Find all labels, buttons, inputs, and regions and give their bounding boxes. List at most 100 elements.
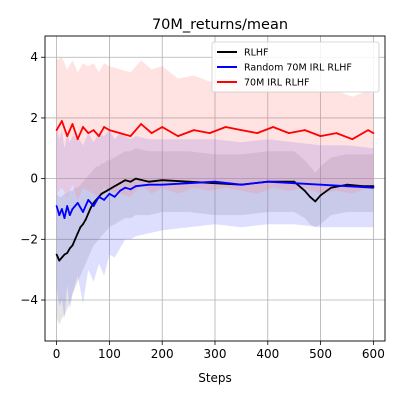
70m-irl-rlhf-point	[76, 138, 79, 141]
random-70m-irl-rlhf-point	[108, 192, 111, 195]
x-tick-label: 300	[204, 347, 227, 361]
70m-irl-rlhf-point	[372, 132, 375, 135]
70m-irl-rlhf-point	[303, 129, 306, 132]
rlhf-point	[119, 182, 121, 185]
70m-irl-rlhf-point	[119, 132, 121, 135]
70m-irl-rlhf-point	[82, 126, 84, 128]
rlhf-point	[92, 202, 95, 204]
70m-irl-rlhf-point	[108, 129, 111, 132]
random-70m-irl-rlhf-point	[134, 185, 137, 188]
70m-irl-rlhf-point	[103, 126, 105, 128]
x-tick-label: 200	[151, 347, 174, 361]
y-tick-label: 4	[30, 50, 38, 64]
rlhf-point	[103, 191, 105, 194]
70m-irl-rlhf-point	[208, 132, 211, 135]
y-tick-label: −2	[20, 232, 38, 246]
70m-irl-rlhf-point	[55, 129, 58, 132]
random-70m-irl-rlhf-point	[372, 186, 375, 189]
x-tick-label: 500	[309, 347, 332, 361]
rlhf-point	[79, 226, 82, 229]
70m-irl-rlhf-point	[150, 132, 153, 135]
random-70m-irl-rlhf-point	[71, 208, 74, 210]
random-70m-irl-rlhf-point	[55, 205, 58, 207]
random-70m-irl-rlhf-point	[293, 182, 296, 185]
70m-irl-rlhf-point	[367, 129, 369, 132]
70m-irl-rlhf-point	[319, 135, 322, 138]
70m-irl-rlhf-point	[240, 129, 243, 132]
rlhf-point	[187, 180, 190, 183]
random-70m-irl-rlhf-point	[319, 183, 322, 186]
70m-irl-rlhf-point	[87, 132, 90, 135]
random-70m-irl-rlhf-point	[187, 182, 190, 185]
random-70m-irl-rlhf-point	[76, 202, 79, 204]
random-70m-irl-rlhf-point	[92, 205, 95, 207]
random-70m-irl-rlhf-point	[82, 211, 84, 213]
rlhf-point	[105, 189, 108, 192]
x-tick-label: 600	[362, 347, 385, 361]
random-70m-irl-rlhf-band	[56, 124, 374, 319]
random-70m-irl-rlhf-point	[103, 199, 105, 201]
random-70m-irl-rlhf-point	[98, 195, 100, 198]
70m-irl-rlhf-point	[140, 123, 143, 125]
random-70m-irl-rlhf-point	[240, 183, 243, 186]
70m-irl-rlhf-point	[129, 135, 132, 138]
70m-irl-rlhf-point	[335, 132, 338, 135]
rlhf-point	[314, 200, 317, 203]
rlhf-point	[346, 183, 348, 186]
70m-irl-rlhf-point	[92, 129, 95, 132]
70m-irl-rlhf-line	[55, 120, 374, 141]
70m-irl-rlhf-point	[98, 135, 100, 138]
rlhf-point	[76, 232, 79, 235]
random-70m-irl-rlhf-point	[129, 188, 132, 191]
random-70m-irl-rlhf-point	[214, 180, 216, 183]
rlhf-point	[108, 188, 111, 191]
rlhf-point	[372, 185, 375, 188]
rlhf-point	[55, 253, 58, 256]
rlhf-point	[214, 182, 216, 185]
legend-box	[211, 41, 380, 93]
rlhf-point	[124, 179, 127, 182]
rlhf-point	[66, 252, 69, 254]
random-70m-irl-rlhf-point	[87, 199, 90, 201]
x-axis-ticks: 0 100 200 300 400 500 600	[53, 341, 385, 361]
70m-irl-rlhf-point	[71, 123, 74, 125]
rlhf-point	[330, 186, 332, 189]
rlhf-series	[55, 177, 375, 262]
rlhf-point	[319, 194, 322, 197]
rlhf-point	[68, 247, 71, 250]
x-tick-label: 400	[256, 347, 279, 361]
chart-title: 70M_returns/mean	[152, 17, 288, 33]
70m-irl-rlhf-point	[224, 126, 227, 128]
rlhf-point	[129, 180, 132, 183]
70m-irl-rlhf-point	[61, 120, 63, 122]
random-70m-irl-rlhf-point	[346, 185, 348, 188]
70m-irl-rlhf-band	[56, 57, 374, 200]
rlhf-point	[63, 253, 66, 256]
random-70m-irl-rlhf-point	[124, 186, 127, 189]
70m-irl-rlhf-point	[177, 135, 179, 138]
70m-irl-rlhf-point	[193, 129, 195, 132]
random-70m-irl-rlhf-point	[58, 214, 61, 217]
legend: RLHF Random 70M IRL RLHF 70M IRL RLHF	[211, 41, 380, 93]
70m-irl-rlhf-point	[256, 132, 259, 135]
rlhf-point	[293, 180, 296, 183]
legend-entry: RLHF	[244, 48, 269, 59]
random-70m-irl-rlhf-point	[113, 195, 116, 198]
random-70m-irl-rlhf-point	[63, 217, 66, 220]
legend-entry: 70M IRL RLHF	[244, 78, 310, 89]
rlhf-point	[74, 238, 76, 241]
x-axis-label: Steps	[198, 371, 232, 385]
rlhf-point	[113, 185, 116, 188]
series-lines	[55, 120, 375, 262]
70m-irl-rlhf-point	[288, 132, 290, 135]
y-tick-label: 2	[30, 111, 38, 125]
rlhf-point	[61, 256, 63, 259]
rlhf-band	[56, 148, 374, 325]
rlhf-point	[309, 195, 311, 198]
rlhf-point	[100, 192, 103, 195]
rlhf-point	[161, 179, 164, 182]
70m-irl-rlhf-point	[351, 138, 354, 141]
70m-irl-rlhf-point	[161, 126, 164, 128]
x-tick-label: 100	[98, 347, 121, 361]
y-tick-label: −4	[20, 293, 38, 307]
